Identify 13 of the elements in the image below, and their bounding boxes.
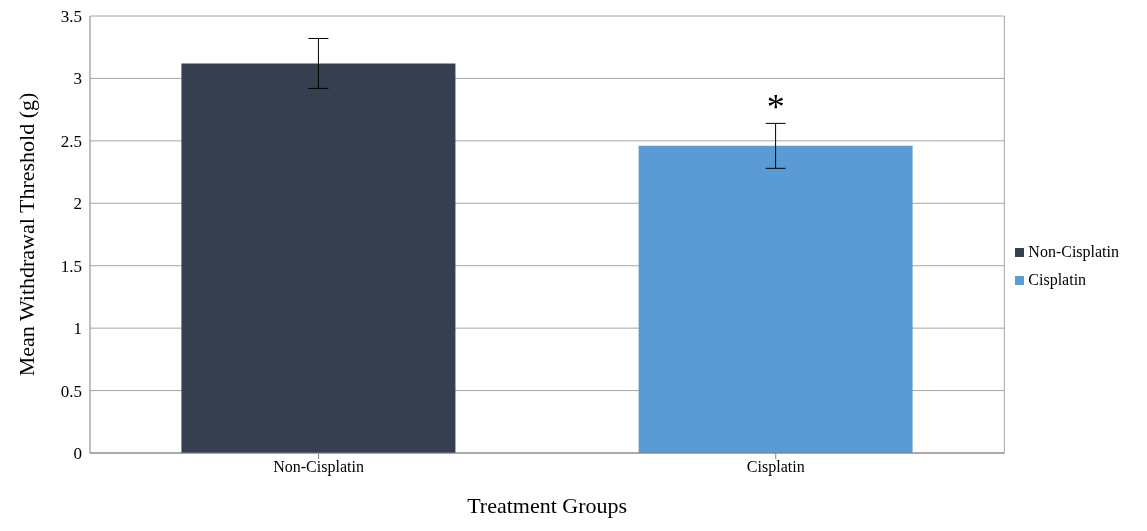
y-tick-label: 0.5 [60, 381, 82, 401]
y-tick-label: 0 [73, 444, 82, 464]
y-axis-title: Mean Withdrawal Threshold (g) [13, 92, 39, 377]
annotation: * [766, 87, 785, 128]
legend-label: Non-Cisplatin [1028, 242, 1119, 260]
y-tick-label: 2 [73, 194, 82, 214]
legend-label: Cisplatin [1028, 270, 1087, 288]
y-tick-label: 1.5 [60, 256, 82, 276]
y-tick-label: 3 [73, 69, 82, 89]
y-tick-label: 3.5 [60, 7, 82, 27]
y-tick-label: 1 [73, 319, 82, 339]
y-tick-label: 2.5 [60, 131, 82, 151]
x-axis-title: Treatment Groups [467, 493, 628, 518]
